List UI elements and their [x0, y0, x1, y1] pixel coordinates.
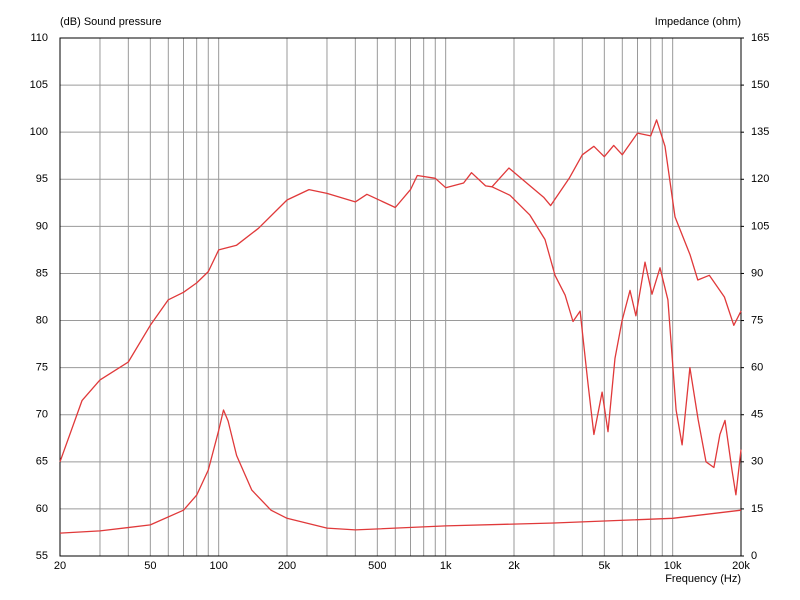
y2-tick-label: 30 [751, 456, 763, 468]
y-tick-label: 110 [30, 32, 48, 44]
x-tick-label: 50 [144, 560, 156, 572]
y-tick-label: 95 [36, 173, 48, 185]
y2-tick-label: 75 [751, 314, 763, 326]
y2-tick-label: 0 [751, 550, 757, 562]
y2-tick-label: 45 [751, 409, 763, 421]
y-tick-label: 100 [30, 126, 48, 138]
y-tick-label: 105 [30, 79, 48, 91]
x-tick-label: 20 [54, 560, 66, 572]
y2-tick-label: 165 [751, 32, 769, 44]
x-tick-label: 500 [368, 560, 386, 572]
y-tick-label: 85 [36, 267, 48, 279]
y-tick-label: 80 [36, 314, 48, 326]
x-tick-label: 20k [732, 560, 750, 572]
x-tick-label: 2k [508, 560, 520, 572]
y2-tick-label: 135 [751, 126, 769, 138]
series-line [59, 409, 742, 534]
y2-tick-label: 90 [751, 267, 763, 279]
y-tick-label: 60 [36, 503, 48, 515]
x-tick-label: 10k [664, 560, 682, 572]
y2-tick-label: 120 [751, 173, 769, 185]
y-tick-label: 90 [36, 220, 48, 232]
x-tick-label: 200 [278, 560, 296, 572]
y2-tick-label: 150 [751, 79, 769, 91]
series-line [491, 186, 742, 496]
x-axis-title: Frequency (Hz) [665, 573, 741, 585]
y-tick-label: 70 [36, 409, 48, 421]
y-axis-title: (dB) Sound pressure [60, 16, 162, 28]
y-tick-label: 75 [36, 362, 48, 374]
x-tick-label: 100 [209, 560, 227, 572]
y2-tick-label: 105 [751, 220, 769, 232]
y-tick-label: 55 [36, 550, 48, 562]
x-tick-label: 1k [440, 560, 452, 572]
y2-axis-title: Impedance (ohm) [655, 16, 741, 28]
plot-border [59, 37, 742, 557]
series-line [59, 119, 742, 463]
y2-tick-label: 60 [751, 362, 763, 374]
x-tick-label: 5k [599, 560, 611, 572]
y-tick-label: 65 [36, 456, 48, 468]
y2-tick-label: 15 [751, 503, 763, 515]
